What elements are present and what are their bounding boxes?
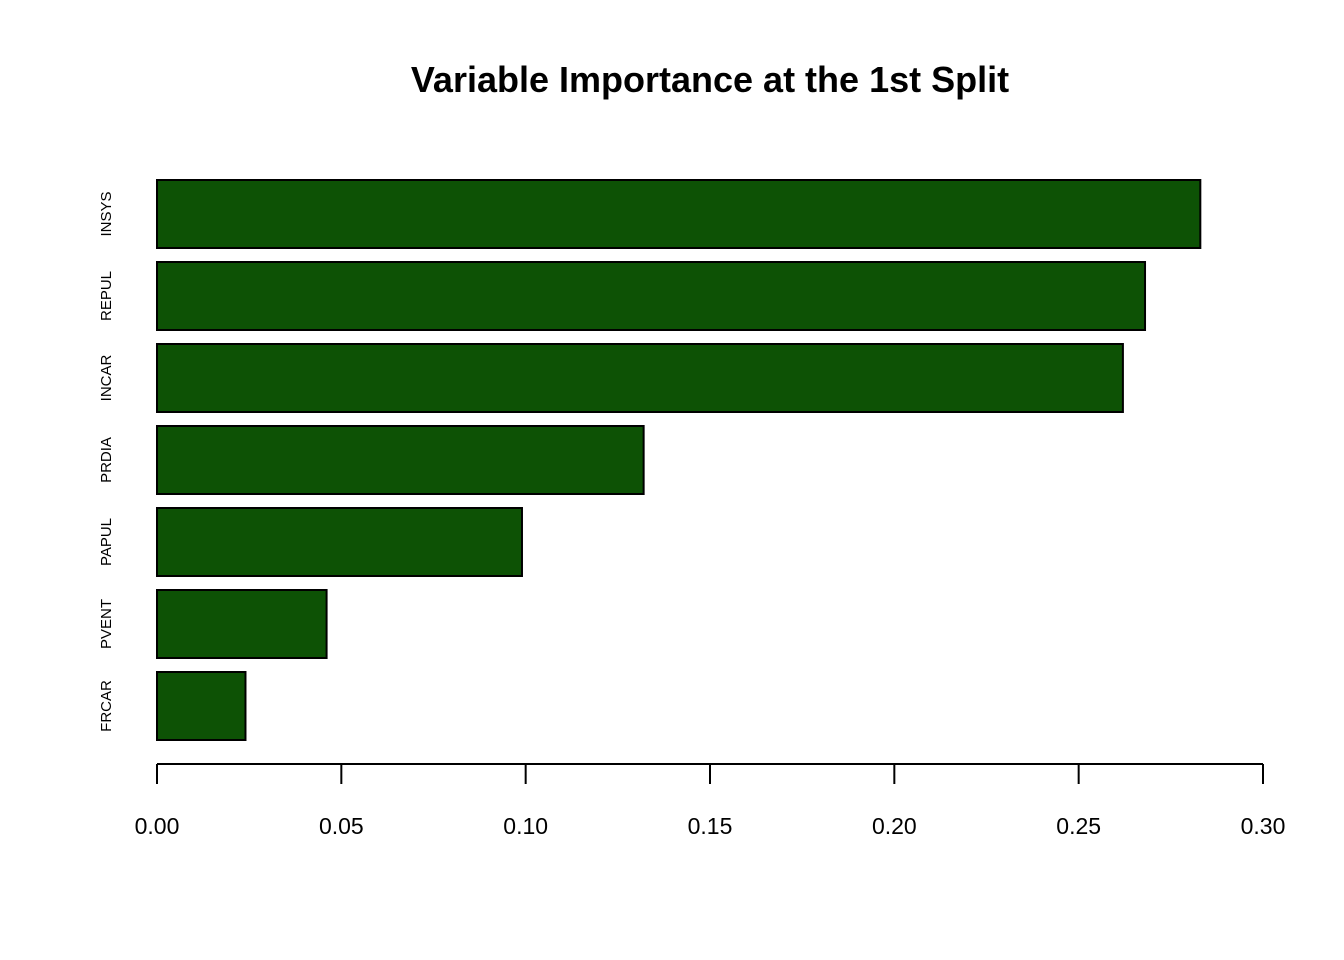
x-tick-label: 0.25 [1056, 813, 1101, 839]
chart-title: Variable Importance at the 1st Split [411, 59, 1009, 100]
bar-frcar [156, 671, 247, 741]
bar-insys [156, 179, 1202, 249]
category-label-papul: PAPUL [98, 518, 115, 566]
x-axis: 0.00 0.05 0.10 0.15 0.20 0.25 0.30 [135, 763, 1286, 839]
bar-incar [156, 343, 1124, 413]
category-label-frcar: FRCAR [98, 680, 115, 732]
x-tick-label: 0.05 [319, 813, 364, 839]
category-label-pvent: PVENT [98, 599, 115, 649]
bar-pvent [156, 589, 328, 659]
bars-group [156, 179, 1202, 741]
category-label-repul: REPUL [98, 271, 115, 321]
category-label-incar: INCAR [98, 354, 115, 401]
x-tick-label: 0.20 [872, 813, 917, 839]
category-label-prdia: PRDIA [98, 437, 115, 483]
x-tick-label: 0.30 [1241, 813, 1286, 839]
x-tick-label: 0.15 [688, 813, 733, 839]
bar-repul [156, 261, 1147, 331]
bar-prdia [156, 425, 645, 495]
bar-papul [156, 507, 523, 577]
category-label-insys: INSYS [98, 191, 115, 236]
category-labels-group: INSYS REPUL INCAR PRDIA PAPUL PVENT FRCAR [98, 191, 115, 731]
x-tick-label: 0.10 [503, 813, 548, 839]
x-tick-label: 0.00 [135, 813, 180, 839]
